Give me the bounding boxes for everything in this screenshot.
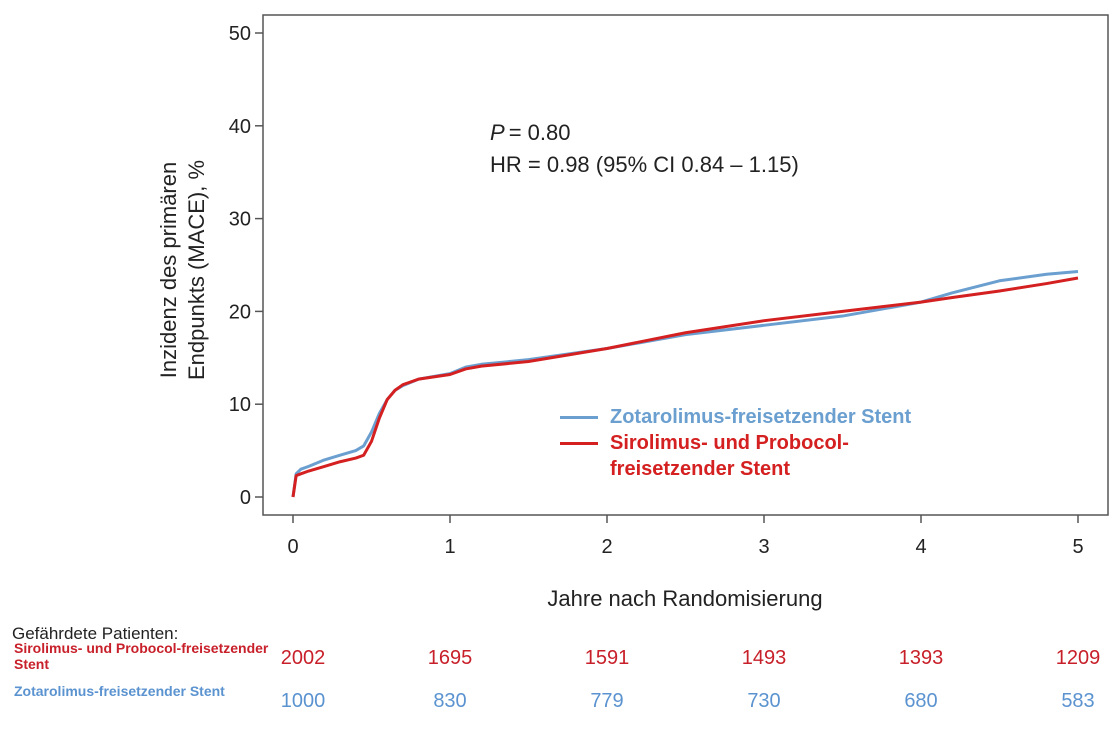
p-text: = 0.80	[509, 120, 571, 145]
risk-count: 779	[590, 690, 624, 712]
risk-count: 2002	[280, 647, 326, 669]
annotation-p: P = 0.80	[490, 120, 570, 145]
x-tick-label: 4	[915, 536, 926, 558]
risk-count: 1591	[584, 647, 630, 669]
y-axis-label: Inzidenz des primären	[156, 162, 181, 378]
risk-count: 1493	[741, 647, 787, 669]
risk-count: 1209	[1055, 647, 1101, 669]
y-tick-label: 10	[229, 394, 251, 416]
risk-count: 1695	[427, 647, 473, 669]
risk-count: 583	[1061, 690, 1095, 712]
x-tick-label: 3	[758, 536, 769, 558]
legend-label: Zotarolimus-freisetzender Stent	[610, 406, 912, 428]
risk-count: 830	[433, 690, 467, 712]
y-tick-label: 50	[229, 23, 251, 45]
legend-item: Sirolimus- und Probocol-freisetzender St…	[560, 430, 920, 482]
y-axis-label: Endpunkts (MACE), %	[184, 160, 209, 380]
annotation-hr: HR = 0.98 (95% CI 0.84 – 1.15)	[490, 152, 799, 177]
y-tick-label: 30	[229, 209, 251, 231]
x-tick-label: 5	[1072, 536, 1083, 558]
risk-row-label: Sirolimus- und Probocol-freisetzender St…	[14, 640, 269, 672]
x-tick-label: 0	[287, 536, 298, 558]
y-tick-label: 0	[240, 487, 251, 509]
risk-count: 1393	[898, 647, 944, 669]
legend-swatch	[560, 442, 598, 445]
legend-label: Sirolimus- und Probocol-freisetzender St…	[610, 432, 849, 480]
risk-count: 1000	[280, 690, 326, 712]
risk-count: 730	[747, 690, 781, 712]
legend-item: Zotarolimus-freisetzender Stent	[560, 404, 920, 430]
y-tick-label: 40	[229, 116, 251, 138]
x-tick-label: 2	[601, 536, 612, 558]
x-axis-label: Jahre nach Randomisierung	[547, 586, 822, 611]
series-line	[291, 276, 1079, 498]
y-tick-label: 20	[229, 301, 251, 323]
risk-row-label: Zotarolimus-freisetzender Stent	[14, 683, 225, 699]
legend-swatch	[560, 416, 598, 419]
x-tick-label: 1	[444, 536, 455, 558]
p-symbol: P	[490, 120, 505, 145]
risk-table-title: Gefährdete Patienten:	[12, 624, 179, 643]
risk-count: 680	[904, 690, 938, 712]
legend: Zotarolimus-freisetzender Stent Sirolimus…	[560, 404, 920, 482]
plot-frame	[262, 14, 1109, 516]
